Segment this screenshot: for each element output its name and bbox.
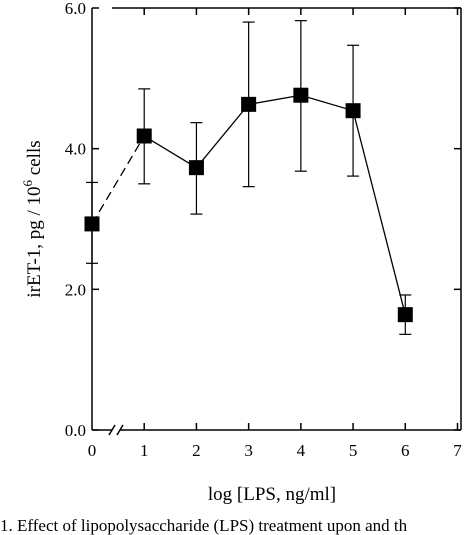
y-tick-label: 4.0 — [65, 140, 86, 159]
x-tick-label: 4 — [297, 441, 306, 460]
x-tick-label: 6 — [401, 441, 410, 460]
y-axis-title: irET-1, pg / 106 cells — [20, 140, 45, 297]
series-line-segment — [195, 103, 250, 169]
x-tick-label: 7 — [453, 441, 462, 460]
y-tick-label: 2.0 — [65, 280, 86, 299]
data-point — [241, 96, 257, 112]
x-tick-label: 5 — [349, 441, 358, 460]
y-axis-title-tail: cells — [24, 140, 45, 180]
y-ticks: 0.0 2.0 4.0 6.0 — [65, 0, 461, 440]
figure-caption: 1. Effect of lipopolysaccharide (LPS) tr… — [0, 516, 408, 535]
y-axis-title-main: irET-1, pg / 10 — [24, 186, 45, 297]
x-axis-title: log [LPS, ng/ml] — [208, 484, 336, 505]
data-point — [345, 103, 361, 119]
x-ticks: 0 1 2 3 4 5 6 7 — [88, 8, 462, 460]
y-axis-title-exponent: 6 — [20, 179, 35, 186]
plot-frame — [91, 7, 462, 436]
x-axis-break-mark — [108, 424, 124, 436]
data-point — [84, 216, 100, 232]
x-tick-label: 3 — [244, 441, 253, 460]
error-bars — [86, 20, 412, 335]
series-line-segment — [143, 135, 197, 169]
y-tick-label: 0.0 — [65, 421, 86, 440]
data-point — [293, 87, 309, 103]
series-line-segment — [91, 135, 145, 225]
data-markers — [84, 87, 413, 323]
x-tick-label: 0 — [88, 441, 97, 460]
y-tick-label: 6.0 — [65, 0, 86, 18]
data-point — [188, 160, 204, 176]
series-line-segment — [248, 94, 301, 105]
data-point — [136, 128, 152, 144]
x-tick-label: 1 — [140, 441, 149, 460]
data-point — [397, 307, 413, 323]
series-lines — [91, 94, 406, 315]
series-line-segment — [352, 110, 406, 315]
series-line-segment — [300, 94, 354, 112]
x-tick-label: 2 — [192, 441, 201, 460]
